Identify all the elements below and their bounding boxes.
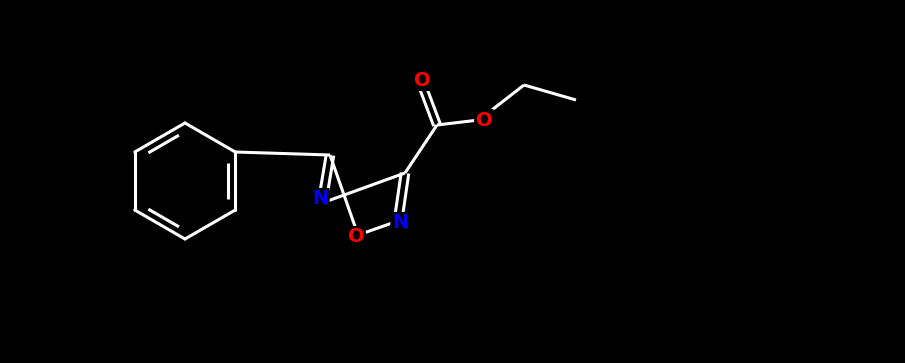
Text: N: N [312,189,329,208]
Text: O: O [348,228,365,246]
Text: O: O [476,110,492,130]
Text: N: N [392,213,408,232]
Text: O: O [414,70,430,90]
